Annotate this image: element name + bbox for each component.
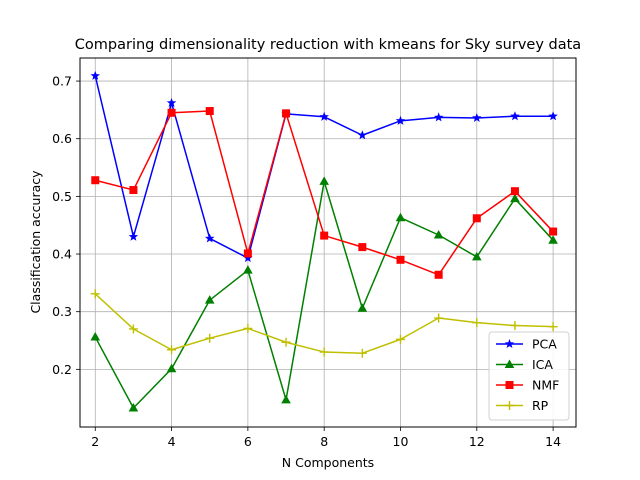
legend-label-nmf: NMF <box>532 378 559 393</box>
series-nmf <box>91 107 558 279</box>
series-rp <box>90 289 558 358</box>
series-nmf-point <box>129 186 138 195</box>
series-rp-point <box>205 333 215 343</box>
series-nmf-point <box>396 255 405 264</box>
series-rp-point <box>510 321 520 331</box>
series-pca-point <box>433 112 444 122</box>
y-axis: 0.2 0.3 0.4 0.5 0.6 0.7 <box>52 74 80 377</box>
series-pca-point <box>166 97 177 108</box>
legend-item-pca: PCA <box>496 337 557 352</box>
series-nmf-point <box>91 176 100 185</box>
y-tick-label: 0.3 <box>52 304 72 319</box>
series-layer <box>90 70 558 412</box>
x-axis-label: N Components <box>282 455 374 470</box>
legend: PCA ICA NMF RP <box>488 331 570 421</box>
series-nmf-point <box>282 109 291 118</box>
series-nmf-point <box>510 187 519 196</box>
y-tick-label: 0.4 <box>52 247 72 262</box>
y-axis-label: Classification accuracy <box>28 170 43 314</box>
y-tick-label: 0.7 <box>52 74 72 89</box>
series-pca-point <box>128 231 139 241</box>
y-tick-label: 0.6 <box>52 131 72 146</box>
series-pca <box>90 70 558 263</box>
series-ica-point <box>433 230 444 239</box>
legend-swatch-marker <box>505 381 514 389</box>
series-rp-point <box>395 334 405 344</box>
x-axis: 2 4 6 8 10 12 14 <box>91 427 561 449</box>
series-ica <box>90 176 558 412</box>
legend-label-pca: PCA <box>532 337 557 352</box>
legend-label-rp: RP <box>532 398 549 413</box>
plot-frame <box>79 57 577 428</box>
series-nmf-point <box>243 249 252 258</box>
series-rp-point <box>167 345 177 355</box>
x-tick-label: 4 <box>168 434 176 449</box>
x-tick-label: 12 <box>469 434 485 449</box>
series-ica-point <box>510 193 520 203</box>
series-rp-point <box>357 348 367 358</box>
legend-label-ica: ICA <box>532 357 553 372</box>
series-pca-point <box>357 130 368 140</box>
x-tick-label: 6 <box>244 434 252 449</box>
series-ica-point <box>166 363 177 373</box>
series-ica-point <box>281 394 291 404</box>
x-tick-label: 10 <box>393 434 409 449</box>
series-ica-point <box>357 303 368 312</box>
legend-item-ica: ICA <box>496 357 553 372</box>
series-pca-point <box>243 253 253 263</box>
series-rp-point <box>243 323 253 333</box>
series-pca-point <box>90 70 101 80</box>
series-pca-point <box>510 111 520 121</box>
legend-item-rp: RP <box>496 398 549 413</box>
series-rp-point <box>434 313 444 323</box>
legend-item-nmf: NMF <box>496 378 559 393</box>
series-rp-point <box>128 324 138 334</box>
series-rp-point <box>90 289 100 299</box>
legend-swatch-marker <box>505 401 514 410</box>
y-tick-label: 0.2 <box>52 362 72 377</box>
series-pca-point <box>204 233 215 243</box>
series-ica-point <box>128 402 139 412</box>
series-ica-point <box>319 176 329 185</box>
series-nmf-point <box>434 270 443 279</box>
x-tick-label: 2 <box>91 434 99 449</box>
chart-title: Comparing dimensionality reduction with … <box>75 37 581 53</box>
series-rp-point <box>472 318 482 328</box>
series-nmf-point <box>472 214 481 223</box>
series-rp-point <box>319 347 329 357</box>
series-pca-point <box>472 112 482 123</box>
y-tick-label: 0.5 <box>52 189 72 204</box>
series-rp-point <box>548 322 558 332</box>
series-nmf-point <box>167 108 176 117</box>
series-nmf-point <box>358 243 367 252</box>
x-tick-label: 14 <box>545 434 561 449</box>
series-ica-point <box>548 235 558 244</box>
series-nmf-point <box>549 227 558 236</box>
series-ica-point <box>472 251 482 261</box>
x-tick-label: 8 <box>320 434 328 449</box>
series-pca-point <box>395 115 406 125</box>
series-nmf-point <box>320 231 329 240</box>
series-nmf-point <box>205 107 214 116</box>
series-ica-point <box>204 295 215 304</box>
legend-box <box>488 331 570 421</box>
series-pca-point <box>319 111 329 121</box>
series-rp-point <box>281 337 291 347</box>
legend-swatch-marker <box>504 339 515 349</box>
legend-swatch-marker <box>504 359 515 368</box>
series-pca-point <box>548 111 558 121</box>
series-ica-point <box>395 212 406 222</box>
series-ica-point <box>243 265 253 274</box>
series-ica-point <box>90 332 101 341</box>
